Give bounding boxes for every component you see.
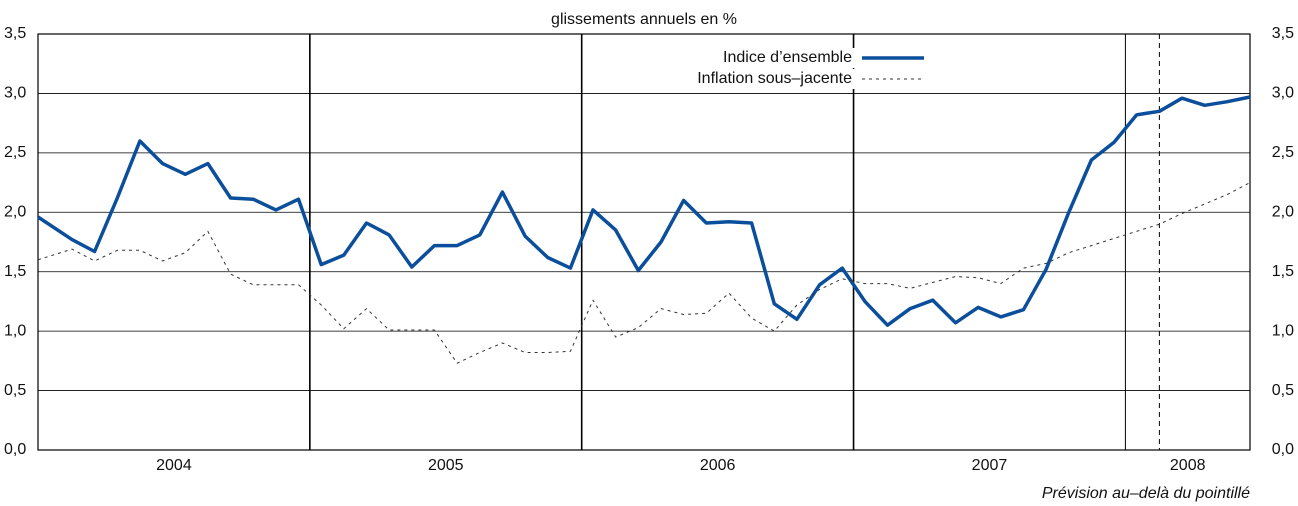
x-tick-label: 2006 [700, 457, 736, 474]
y-tick-label: 1,5 [4, 263, 26, 280]
plot-frame [37, 33, 1251, 451]
x-tick-label: 2007 [972, 457, 1008, 474]
x-tick-label: 2008 [1170, 457, 1206, 474]
x-tick-label: 2004 [156, 457, 192, 474]
y2-tick-label: 0,0 [1272, 441, 1294, 458]
y2-tick-label: 1,0 [1272, 322, 1294, 339]
y-tick-label: 2,5 [4, 144, 26, 161]
y2-tick-label: 0,5 [1272, 382, 1294, 399]
y-tick-label: 1,0 [4, 322, 26, 339]
legend-label: Indice d’ensemble [723, 49, 852, 66]
forecast-note: Prévision au–delà du pointillé [1042, 485, 1250, 502]
legend-background [640, 48, 860, 68]
y-tick-label: 3,5 [4, 25, 26, 42]
y2-tick-label: 1,5 [1272, 263, 1294, 280]
x-tick-label: 2005 [428, 457, 464, 474]
legend-label: Inflation sous–jacente [697, 70, 852, 87]
y2-tick-label: 2,0 [1272, 204, 1294, 221]
y2-tick-label: 3,0 [1272, 85, 1294, 102]
y-tick-label: 0,5 [4, 382, 26, 399]
y2-tick-label: 3,5 [1272, 25, 1294, 42]
series-line [37, 95, 1251, 327]
y-tick-label: 0,0 [4, 441, 26, 458]
legend-background [640, 69, 860, 89]
chart-title: glissements annuels en % [551, 11, 737, 28]
y-tick-label: 2,0 [4, 204, 26, 221]
y2-tick-label: 2,5 [1272, 144, 1294, 161]
y-tick-label: 3,0 [4, 85, 26, 102]
